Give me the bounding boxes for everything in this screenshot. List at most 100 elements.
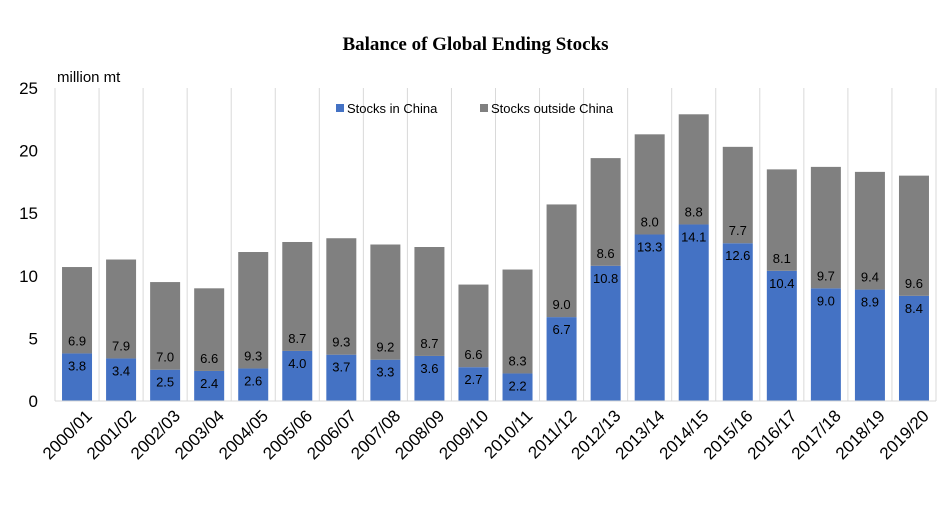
bars: [62, 114, 929, 401]
data-label-china: 8.4: [905, 301, 923, 316]
data-label-outside-china: 6.9: [68, 333, 86, 348]
bar-stocks-outside-china: [150, 282, 181, 370]
y-tick-label: 10: [19, 267, 38, 286]
bar-stocks-outside-china: [458, 284, 489, 368]
data-label-china: 3.3: [376, 365, 394, 380]
data-label-china: 8.9: [861, 295, 879, 310]
x-axis-ticks: 2000/012001/022002/032003/042004/052005/…: [39, 406, 933, 463]
bar-stocks-outside-china: [546, 204, 577, 318]
bar-stocks-in-china: [282, 350, 313, 401]
bar-stocks-in-china: [458, 367, 489, 401]
bar-stocks-in-china: [546, 317, 577, 401]
data-label-outside-china: 8.1: [773, 251, 791, 266]
y-axis-ticks: 0 5 10 15 20 25: [19, 79, 38, 411]
bar-stocks-in-china: [414, 355, 445, 401]
data-label-china: 6.7: [553, 322, 571, 337]
bar-stocks-in-china: [810, 288, 841, 401]
data-label-outside-china: 9.3: [332, 335, 350, 350]
legend: Stocks in China Stocks outside China: [336, 101, 614, 116]
data-label-china: 3.4: [112, 363, 130, 378]
data-label-china: 2.5: [156, 375, 174, 390]
data-label-china: 14.1: [681, 229, 706, 244]
legend-swatch: [480, 104, 488, 112]
data-labels: 3.8 6.9 3.4 7.9 2.5 7.0 2.4 6.6 2.6 9.3 4.0 8.7 3.7 9…: [68, 204, 923, 393]
bar-stocks-outside-china: [502, 269, 533, 374]
y-tick-label: 15: [19, 204, 38, 223]
data-label-outside-china: 7.9: [112, 338, 130, 353]
data-label-china: 4.0: [288, 356, 306, 371]
x-tick-label: 2019/20: [876, 406, 933, 463]
bar-stocks-outside-china: [766, 169, 797, 271]
bar-stocks-outside-china: [634, 134, 665, 235]
bar-stocks-outside-china: [854, 171, 885, 290]
data-label-outside-china: 8.3: [508, 353, 526, 368]
data-label-outside-china: 7.0: [156, 350, 174, 365]
legend-label: Stocks outside China: [491, 101, 614, 116]
data-label-outside-china: 8.6: [597, 246, 615, 261]
bar-stocks-outside-china: [62, 267, 93, 354]
bar-stocks-outside-china: [414, 247, 445, 356]
data-label-china: 13.3: [637, 239, 662, 254]
data-label-china: 9.0: [817, 293, 835, 308]
data-label-outside-china: 8.8: [685, 204, 703, 219]
bar-stocks-in-china: [502, 373, 533, 401]
data-label-outside-china: 9.4: [861, 270, 879, 285]
bar-stocks-outside-china: [722, 146, 753, 244]
bar-stocks-outside-china: [810, 166, 841, 289]
data-label-china: 3.6: [420, 361, 438, 376]
data-label-outside-china: 8.0: [641, 214, 659, 229]
data-label-china: 2.4: [200, 376, 218, 391]
data-label-outside-china: 6.6: [464, 347, 482, 362]
bar-stocks-in-china: [150, 369, 181, 401]
data-label-china: 3.7: [332, 360, 350, 375]
legend-label: Stocks in China: [347, 101, 438, 116]
bar-stocks-outside-china: [238, 252, 269, 369]
legend-swatch: [336, 104, 344, 112]
data-label-china: 2.2: [508, 378, 526, 393]
bar-stocks-in-china: [898, 295, 929, 401]
bar-stocks-outside-china: [194, 288, 225, 371]
data-label-outside-china: 9.2: [376, 340, 394, 355]
bar-stocks-outside-china: [590, 158, 621, 266]
data-label-outside-china: 9.6: [905, 276, 923, 291]
bar-stocks-in-china: [194, 370, 225, 401]
y-tick-label: 5: [29, 329, 38, 348]
data-label-china: 2.6: [244, 373, 262, 388]
bar-stocks-in-china: [722, 243, 753, 401]
data-label-outside-china: 7.7: [729, 223, 747, 238]
bar-stocks-in-china: [326, 354, 357, 401]
data-label-china: 10.4: [769, 276, 794, 291]
bar-stocks-outside-china: [678, 114, 709, 225]
bar-stocks-in-china: [238, 368, 269, 401]
y-tick-label: 25: [19, 79, 38, 98]
data-label-outside-china: 9.0: [553, 297, 571, 312]
bar-stocks-outside-china: [282, 241, 313, 351]
bar-stocks-outside-china: [370, 244, 401, 360]
data-label-outside-china: 8.7: [288, 331, 306, 346]
gridlines: [54, 88, 937, 401]
data-label-outside-china: 8.7: [420, 336, 438, 351]
bar-stocks-in-china: [370, 359, 401, 401]
bar-stocks-in-china: [62, 353, 93, 401]
y-tick-label: 0: [29, 392, 38, 411]
data-label-china: 10.8: [593, 271, 618, 286]
bar-stocks-outside-china: [898, 175, 929, 296]
data-label-china: 3.8: [68, 358, 86, 373]
y-axis-unit-label: million mt: [57, 69, 121, 86]
data-label-china: 2.7: [464, 372, 482, 387]
bar-stocks-in-china: [766, 270, 797, 401]
data-label-outside-china: 9.7: [817, 268, 835, 283]
x-tick-label: 2009/10: [435, 406, 492, 463]
bar-stocks-in-china: [678, 224, 709, 401]
bar-stocks-outside-china: [326, 238, 357, 355]
data-label-outside-china: 6.6: [200, 351, 218, 366]
data-label-china: 12.6: [725, 248, 750, 263]
y-tick-label: 20: [19, 142, 38, 161]
bar-stocks-in-china: [590, 265, 621, 401]
bar-stocks-in-china: [106, 358, 137, 401]
bar-stocks-in-china: [854, 289, 885, 401]
x-tick-label: 2010/11: [480, 406, 536, 462]
bar-stocks-in-china: [634, 234, 665, 401]
data-label-outside-china: 9.3: [244, 348, 262, 363]
